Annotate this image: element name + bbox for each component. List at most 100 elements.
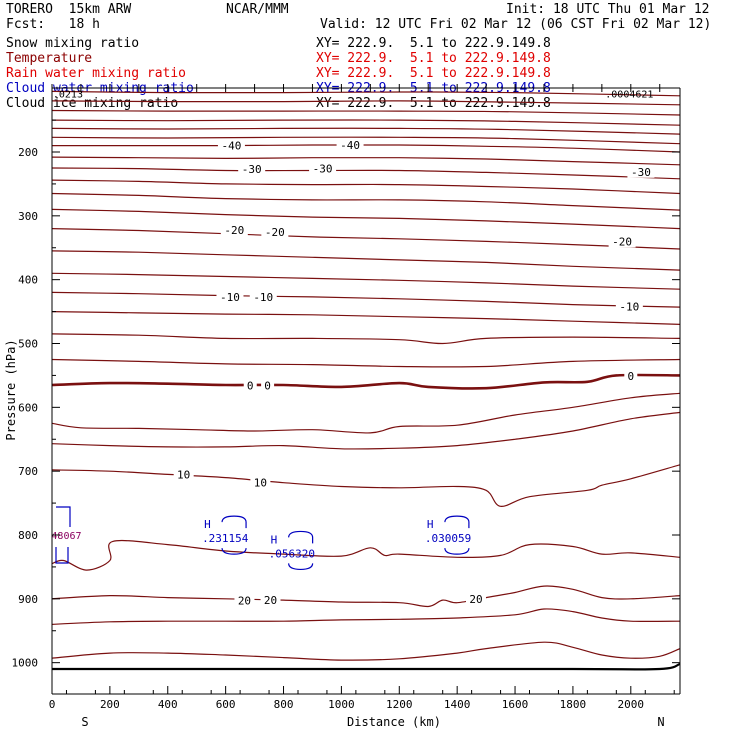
isotherm-line: [52, 311, 680, 325]
isotherm-label-bg: [250, 476, 271, 489]
isotherm-line: [52, 167, 680, 180]
isotherm-label-bg: [624, 370, 638, 383]
isotherm-line: [52, 464, 680, 507]
y-tick-label: 700: [18, 465, 38, 478]
cloud-max-marker: H: [204, 518, 211, 531]
isotherm-label: -30: [631, 166, 651, 179]
isotherm-label-bg: [234, 594, 255, 607]
isotherm-line: [52, 411, 680, 450]
cloud-max-marker: H: [427, 518, 434, 531]
isotherm-label: -20: [265, 226, 285, 239]
isotherm-label-bg: [261, 225, 289, 238]
isotherm-line: [52, 641, 680, 661]
isotherm-line: [52, 127, 680, 135]
isotherm-line: [52, 608, 680, 625]
y-tick-label: 600: [18, 401, 38, 414]
x-tick-label: 0: [49, 698, 56, 711]
y-tick-label: 300: [18, 210, 38, 223]
isotherm-line: [52, 228, 680, 250]
isotherm-label: 0: [247, 380, 254, 393]
isotherm-line: [52, 333, 680, 345]
isotherm-label: -20: [224, 224, 244, 237]
field-xy-temperature: XY= 222.9. 5.1 to 222.9.149.8: [316, 51, 551, 66]
isotherm-line: [52, 392, 680, 434]
isotherm-label-bg: [261, 379, 275, 392]
isotherm-label-bg: [336, 138, 364, 151]
isotherm-line: [52, 539, 680, 571]
isotherm-label-bg: [465, 592, 486, 605]
edge-value-label: .0004621: [605, 89, 653, 100]
x-tick-label: 600: [216, 698, 236, 711]
x-tick-label: 800: [274, 698, 294, 711]
cloud-max-value: .231154: [202, 532, 249, 545]
x-tick-label: 1000: [328, 698, 355, 711]
model-label: TORERO 15km ARW: [6, 2, 132, 17]
isotherm-label: 0: [627, 370, 634, 383]
cloud-max-value: .030059: [425, 532, 471, 545]
isotherm-line: [52, 272, 680, 290]
isotherm-label: -20: [612, 235, 632, 248]
isotherm-line: [52, 144, 680, 153]
x-end-north: N: [657, 715, 664, 729]
isotherm-label-bg: [249, 290, 277, 303]
isotherm-line: [52, 119, 680, 126]
edge-value-label: 48067: [51, 531, 81, 542]
isotherm-label-layer: -40 -40-30 -30 -30-20 -20-20-10 -10-100 001010…: [173, 138, 655, 608]
field-name-rain: Rain water mixing ratio: [6, 66, 187, 81]
field-xy-snow: XY= 222.9. 5.1 to 222.9.149.8: [316, 36, 551, 51]
y-tick-label: 800: [18, 529, 38, 542]
y-tick-label: 900: [18, 593, 38, 606]
isotherm-label: 20: [238, 595, 251, 608]
isotherm-label: 10: [177, 468, 190, 481]
isotherm-label-bg: [173, 468, 194, 481]
field-name-snow: Snow mixing ratio: [6, 36, 140, 51]
isotherm-label-bg: [217, 139, 245, 152]
surface-line: [52, 662, 680, 671]
edge-value-label: .0213: [53, 89, 83, 100]
x-tick-label: 1600: [502, 698, 529, 711]
isotherm-layer: [52, 90, 680, 671]
isotherm-line: [52, 100, 680, 106]
x-axis-title: Distance (km): [347, 715, 441, 729]
isotherm-label-bg: [615, 300, 643, 313]
source-label: NCAR/MMM: [226, 2, 289, 17]
x-tick-label: 2000: [618, 698, 645, 711]
isotherm-label-bg: [243, 379, 257, 392]
isotherm-line: [52, 208, 680, 230]
cloud-contour: [288, 530, 314, 571]
cloud-max-marker: H: [271, 533, 278, 546]
isotherm-label: -40: [340, 139, 360, 152]
isotherm-label: -30: [242, 163, 262, 176]
isotherm-line: [52, 90, 680, 97]
isotherm-label-bg: [627, 165, 655, 178]
isotherm-label: -30: [313, 163, 333, 176]
x-tick-label: 1800: [560, 698, 587, 711]
edge-cloud-contour: [55, 506, 71, 564]
isotherm-label-bg: [260, 594, 281, 607]
field-xy-rain: XY= 222.9. 5.1 to 222.9.149.8: [316, 66, 551, 81]
x-tick-label: 1400: [444, 698, 471, 711]
y-tick-label: 1000: [12, 657, 39, 670]
isotherm-label: -40: [221, 140, 241, 153]
isotherm-line: [52, 358, 680, 368]
isotherm-label: -10: [253, 291, 273, 304]
isotherm-line: [52, 156, 680, 166]
fcst-label: Fcst: 18 h: [6, 17, 100, 32]
isotherm-line: [52, 250, 680, 271]
isotherm-line: [52, 109, 680, 116]
init-label: Init: 18 UTC Thu 01 Mar 12: [506, 2, 710, 17]
isotherm-label: 20: [264, 594, 277, 607]
isotherm-line: [52, 291, 680, 308]
isotherm-label: -10: [619, 300, 639, 313]
valid-label: Valid: 12 UTC Fri 02 Mar 12 (06 CST Fri …: [320, 17, 712, 32]
field-xy-cloud-ice: XY= 222.9. 5.1 to 222.9.149.8: [316, 96, 551, 111]
isotherm-line: [52, 192, 680, 211]
y-tick-label: 200: [18, 146, 38, 159]
x-tick-label: 400: [158, 698, 178, 711]
isotherm-label-bg: [309, 162, 337, 175]
x-end-south: S: [81, 715, 88, 729]
isotherm-label-bg: [216, 290, 244, 303]
x-tick-label: 1200: [386, 698, 413, 711]
cloud-maxima-layer: H.231154 H.056320H.03005948067.0213.00046…: [51, 89, 653, 571]
